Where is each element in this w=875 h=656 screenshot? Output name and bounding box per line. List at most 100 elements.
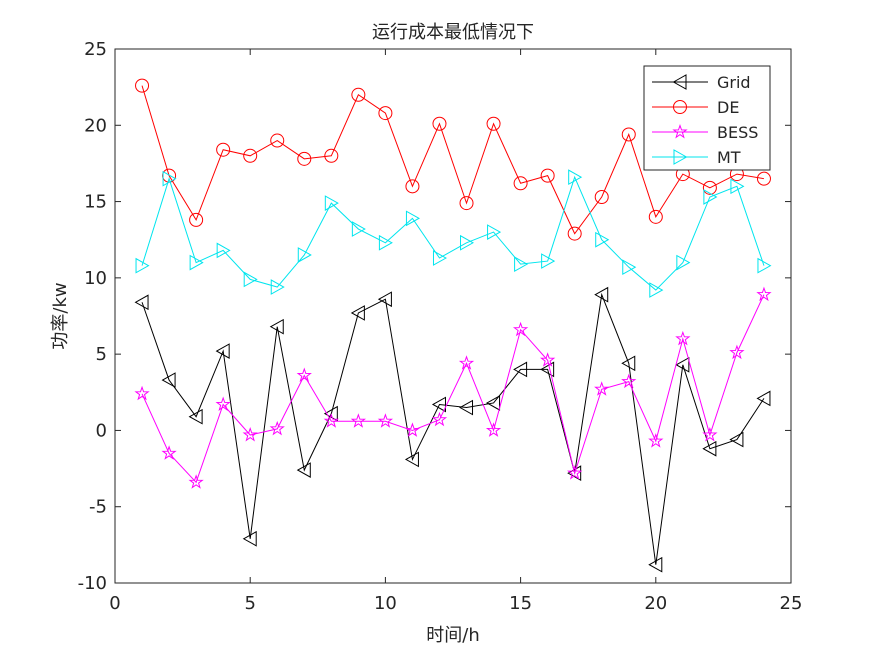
- data-point-de: [324, 148, 339, 163]
- data-point-grid: [269, 318, 284, 335]
- data-point-grid: [486, 395, 501, 411]
- data-point-grid: [134, 294, 149, 311]
- data-point-bess: [350, 413, 366, 428]
- data-point-grid: [404, 451, 419, 468]
- data-point-bess: [431, 411, 448, 427]
- data-point-grid: [648, 556, 663, 573]
- y-tick-label: 10: [84, 268, 107, 289]
- data-point-bess: [296, 367, 312, 382]
- data-point-grid: [729, 431, 744, 448]
- data-point-grid: [188, 408, 203, 425]
- data-point-grid: [567, 465, 582, 482]
- legend: Grid DE BESS MT: [643, 65, 771, 171]
- legend-marker-grid: [672, 74, 687, 90]
- data-point-mt: [216, 242, 231, 259]
- data-point-de: [216, 142, 231, 157]
- data-point-grid: [540, 361, 555, 378]
- data-point-bess: [269, 420, 285, 436]
- data-point-grid: [702, 440, 717, 457]
- x-tick-label: 25: [780, 593, 803, 614]
- legend-marker-mt: [673, 149, 688, 165]
- data-point-bess: [458, 355, 475, 370]
- data-point-mt: [514, 256, 529, 272]
- series-line-grid: [141, 292, 765, 565]
- data-point-mt: [324, 195, 339, 211]
- series-line-de: [141, 85, 765, 235]
- data-point-bess: [188, 474, 204, 489]
- data-point-bess: [648, 433, 664, 448]
- data-point-de: [513, 176, 528, 191]
- data-point-mt: [243, 271, 258, 288]
- data-point-grid: [756, 390, 771, 407]
- data-point-bess: [215, 396, 231, 411]
- legend-marker-de: [673, 100, 687, 114]
- data-point-grid: [621, 355, 636, 372]
- data-point-mt: [487, 224, 502, 240]
- data-point-grid: [350, 305, 365, 321]
- legend-label-bess: BESS: [717, 123, 758, 142]
- legend-label-de: DE: [717, 98, 739, 117]
- data-point-bess: [621, 373, 637, 389]
- data-point-de: [459, 196, 474, 211]
- data-point-grid: [675, 356, 690, 373]
- data-point-grid: [242, 530, 257, 547]
- data-point-bess: [729, 344, 745, 360]
- y-tick-label: 20: [84, 115, 107, 136]
- data-point-grid: [296, 462, 311, 478]
- data-point-mt: [595, 231, 610, 248]
- data-point-mt: [649, 282, 664, 298]
- y-axis-label: 功率/kw: [50, 282, 71, 349]
- data-point-de: [594, 189, 609, 204]
- y-tick-label: 0: [96, 420, 107, 441]
- data-point-de: [189, 212, 204, 227]
- data-point-mt: [622, 259, 637, 276]
- data-point-de: [540, 168, 555, 183]
- data-point-de: [297, 151, 312, 166]
- data-point-mt: [162, 170, 177, 187]
- x-tick-label: 15: [509, 593, 532, 614]
- x-tick-label: 20: [644, 593, 667, 614]
- data-point-bess: [323, 413, 339, 428]
- data-point-mt: [757, 257, 772, 274]
- data-point-bess: [161, 445, 177, 460]
- legend-marker-bess: [672, 123, 688, 139]
- data-point-mt: [460, 234, 475, 251]
- data-point-mt: [297, 247, 312, 263]
- legend-label-mt: MT: [717, 148, 741, 167]
- data-point-mt: [135, 257, 150, 274]
- data-point-de: [756, 171, 771, 186]
- data-point-grid: [161, 372, 176, 388]
- data-point-mt: [432, 250, 448, 266]
- data-point-de: [243, 148, 258, 163]
- data-point-bess: [702, 426, 718, 442]
- data-point-de: [405, 179, 420, 194]
- data-point-mt: [270, 279, 285, 295]
- y-tick-label: -10: [78, 573, 107, 594]
- data-point-mt: [568, 169, 583, 186]
- axes-ticks: 0 5 10 15 20 25 -10 -5 0 5 10 15 20 25: [78, 39, 803, 614]
- data-point-grid: [513, 361, 528, 378]
- data-point-de: [378, 106, 393, 121]
- legend-label-grid: Grid: [717, 73, 751, 92]
- y-tick-label: -5: [89, 497, 107, 518]
- data-point-bess: [242, 426, 258, 442]
- data-point-grid: [594, 286, 609, 303]
- data-point-mt: [189, 254, 204, 271]
- x-tick-label: 0: [109, 593, 120, 614]
- data-point-de: [648, 209, 663, 224]
- data-point-de: [621, 127, 636, 142]
- x-axis-label: 时间/h: [426, 625, 479, 646]
- data-point-mt: [405, 210, 420, 227]
- data-point-bess: [756, 286, 772, 302]
- x-tick-label: 10: [374, 593, 397, 614]
- data-point-de: [702, 180, 717, 195]
- data-point-bess: [404, 422, 421, 437]
- data-point-mt: [676, 254, 691, 271]
- data-point-bess: [134, 385, 150, 401]
- data-point-mt: [730, 178, 745, 195]
- data-point-grid: [215, 343, 230, 359]
- data-point-de: [351, 87, 366, 102]
- data-point-de: [567, 226, 582, 241]
- data-point-bess: [512, 321, 529, 337]
